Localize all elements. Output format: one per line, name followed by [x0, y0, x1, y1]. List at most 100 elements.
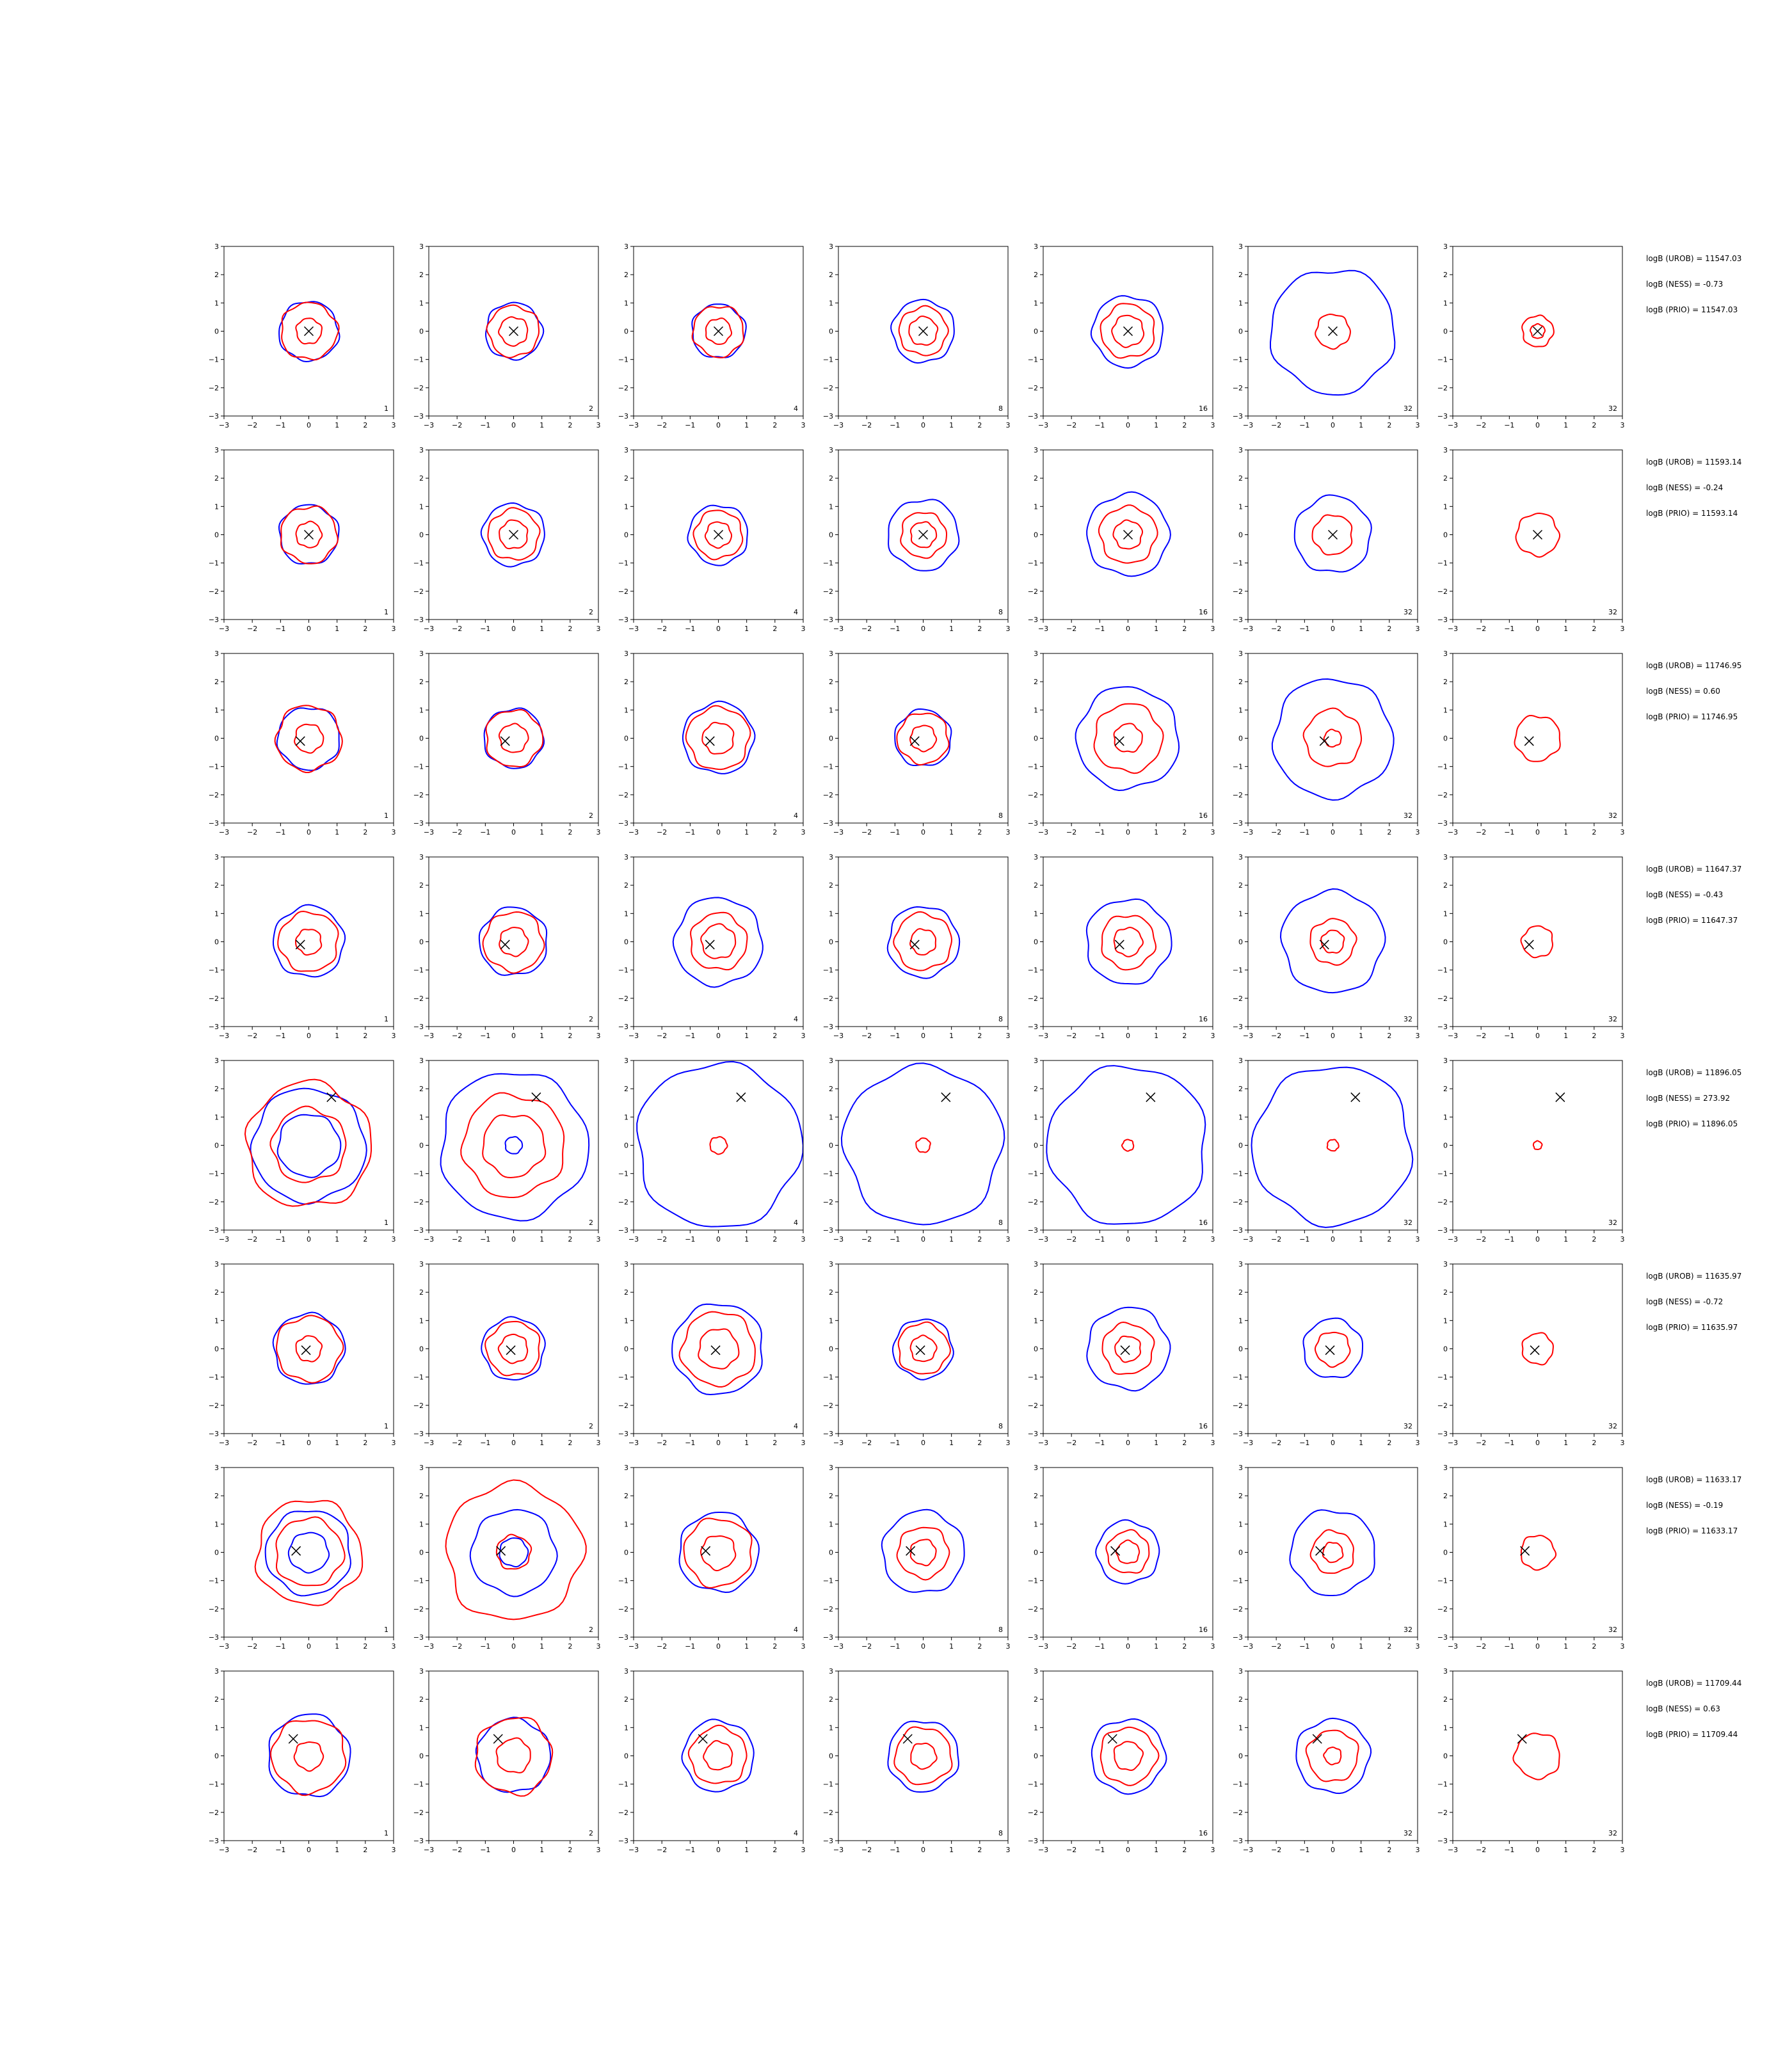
x-tick-label: −3 [1038, 421, 1048, 429]
x-tick-label: −2 [657, 625, 667, 633]
x-tick-label: −2 [861, 1235, 872, 1244]
x-tick-label: −1 [1299, 421, 1309, 429]
true-value-marker [303, 529, 314, 540]
x-tick-label: −1 [275, 625, 285, 633]
y-tick-label: 1 [1238, 1113, 1243, 1121]
panel-number-label: 32 [1608, 608, 1617, 616]
y-tick-label: 2 [829, 474, 833, 483]
panel-number-label: 2 [589, 404, 593, 413]
y-tick-label: −2 [823, 1198, 833, 1206]
panel-number-label: 16 [1199, 1219, 1208, 1227]
panel: −3−3 −2 −2 −1 −1 0 0 1 1 2 2 3 3 8 [823, 446, 1011, 633]
red-contour [1112, 519, 1144, 550]
y-tick-label: −2 [1437, 791, 1448, 799]
y-tick-label: 2 [1034, 1492, 1038, 1500]
panel-number-label: 1 [384, 1829, 388, 1837]
x-tick-label: −1 [1299, 828, 1309, 836]
y-tick-label: 3 [419, 650, 424, 658]
y-tick-label: 2 [829, 881, 833, 890]
y-tick-label: 1 [829, 299, 833, 307]
x-tick-label: 1 [1359, 828, 1363, 836]
y-tick-label: 1 [214, 1113, 219, 1121]
y-tick-label: 2 [1443, 271, 1448, 279]
blue-contour [1289, 1509, 1375, 1597]
y-tick-label: 0 [1034, 1345, 1038, 1354]
x-tick-label: −3 [219, 1235, 229, 1244]
blue-contour [483, 707, 545, 769]
red-contour [269, 1105, 347, 1183]
y-tick-label: −3 [618, 1226, 628, 1235]
y-tick-label: −2 [1437, 588, 1448, 596]
x-tick-label: −1 [685, 828, 695, 836]
panel: −3−3 −2 −2 −1 −1 0 0 1 1 2 2 3 3 32 [1233, 1667, 1420, 1854]
panel-number-label: 32 [1608, 1829, 1617, 1837]
x-tick-label: −3 [1243, 1846, 1253, 1854]
y-tick-label: −2 [413, 791, 424, 799]
x-tick-label: −3 [1243, 625, 1253, 633]
contour-group [272, 904, 346, 978]
y-tick-label: −1 [1233, 1373, 1243, 1382]
y-tick-label: 2 [829, 1085, 833, 1093]
x-tick-label: −1 [275, 828, 285, 836]
x-tick-label: −2 [247, 1235, 257, 1244]
red-contour [295, 1335, 323, 1363]
y-tick-label: −1 [1233, 559, 1243, 568]
panel-number-label: 8 [998, 404, 1003, 413]
y-tick-label: 2 [419, 881, 424, 890]
y-tick-label: −2 [209, 1402, 219, 1410]
x-tick-label: −2 [861, 1846, 872, 1854]
y-tick-label: 0 [1034, 735, 1038, 743]
x-tick-label: 1 [949, 1642, 954, 1651]
contour-group [474, 1716, 554, 1797]
y-tick-label: 3 [624, 243, 628, 251]
x-tick-label: 1 [949, 828, 954, 836]
panel-background [1248, 1671, 1418, 1841]
x-tick-label: −2 [247, 1846, 257, 1854]
red-contour [495, 1737, 531, 1773]
panel-row-1: logB (UROB) = 11547.03 logB (NESS) = -0.7… [209, 243, 1742, 429]
x-tick-label: −3 [833, 1235, 844, 1244]
x-tick-label: 3 [1416, 828, 1420, 836]
y-tick-label: 0 [214, 938, 219, 947]
x-tick-label: −2 [657, 1032, 667, 1040]
x-tick-label: −1 [685, 1439, 695, 1447]
contour-group [682, 700, 756, 774]
blue-contour [672, 897, 764, 988]
y-tick-label: 1 [419, 299, 424, 307]
contour-group [1520, 925, 1553, 959]
x-tick-label: −3 [1038, 1235, 1048, 1244]
y-tick-label: −3 [1437, 1633, 1448, 1642]
y-tick-label: 0 [829, 1345, 833, 1354]
y-tick-label: −2 [209, 1809, 219, 1817]
y-tick-label: 1 [214, 1520, 219, 1528]
x-tick-label: 2 [977, 1439, 982, 1447]
x-tick-label: −1 [890, 1439, 900, 1447]
x-tick-label: 3 [392, 1439, 396, 1447]
y-tick-label: 1 [1034, 299, 1038, 307]
panel-number-label: 2 [589, 1219, 593, 1227]
true-value-marker [1530, 1345, 1540, 1356]
y-tick-label: −2 [413, 1809, 424, 1817]
x-tick-label: 3 [1620, 421, 1625, 429]
red-contour [705, 317, 733, 345]
y-tick-label: 3 [1443, 650, 1448, 658]
x-tick-label: −3 [628, 421, 639, 429]
y-tick-label: 3 [1238, 853, 1243, 861]
x-tick-label: −3 [628, 1846, 639, 1854]
x-tick-label: 2 [977, 421, 982, 429]
red-contour [1302, 707, 1363, 767]
blue-contour [278, 504, 340, 565]
panel-number-label: 32 [1404, 1219, 1412, 1227]
x-tick-label: 3 [596, 1235, 601, 1244]
x-tick-label: 0 [511, 1642, 516, 1651]
x-tick-label: 1 [1359, 1439, 1363, 1447]
panel-background [429, 857, 598, 1027]
contour-group [892, 1318, 954, 1380]
x-tick-label: 3 [1006, 1439, 1011, 1447]
x-tick-label: 3 [1211, 1032, 1215, 1040]
y-tick-label: 2 [1034, 1695, 1038, 1704]
